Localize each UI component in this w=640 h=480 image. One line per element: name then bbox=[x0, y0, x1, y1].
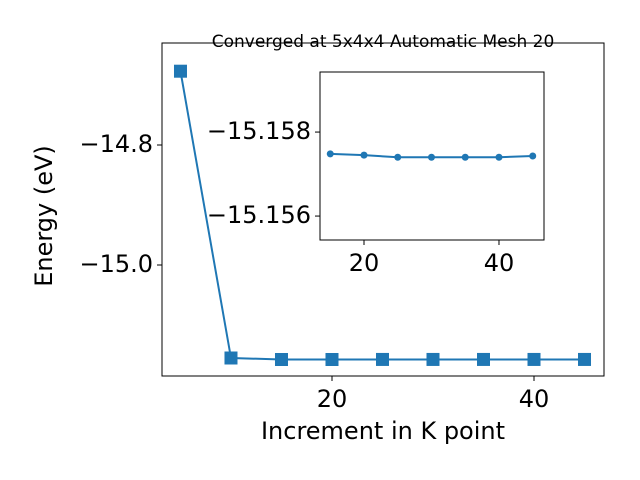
marker bbox=[360, 151, 368, 159]
marker bbox=[426, 352, 440, 366]
marker bbox=[477, 352, 491, 366]
marker bbox=[461, 153, 469, 161]
marker bbox=[427, 153, 435, 161]
marker bbox=[529, 152, 537, 160]
marker bbox=[325, 353, 339, 366]
y-tick-label: −14.8 bbox=[79, 130, 153, 158]
marker bbox=[173, 64, 187, 78]
x-tick-label: 20 bbox=[349, 249, 380, 277]
x-tick-label: 40 bbox=[484, 249, 515, 277]
marker bbox=[274, 353, 288, 366]
x-tick-label: 40 bbox=[519, 385, 550, 413]
y-axis-label: Energy (eV) bbox=[30, 145, 58, 287]
marker bbox=[224, 351, 238, 365]
marker bbox=[578, 352, 592, 366]
marker bbox=[495, 153, 503, 161]
marker bbox=[527, 352, 541, 366]
y-tick-label: −15.156 bbox=[207, 201, 311, 229]
x-tick-label: 20 bbox=[317, 385, 348, 413]
chart-title: Converged at 5x4x4 Automatic Mesh 20 bbox=[212, 32, 555, 52]
marker bbox=[375, 352, 389, 366]
y-tick-label: −15.0 bbox=[79, 250, 153, 278]
marker bbox=[394, 153, 402, 161]
plot-frame bbox=[161, 42, 605, 377]
marker bbox=[326, 150, 334, 158]
y-tick-label: −15.158 bbox=[207, 117, 311, 145]
x-axis-label: Increment in K point bbox=[261, 417, 505, 445]
